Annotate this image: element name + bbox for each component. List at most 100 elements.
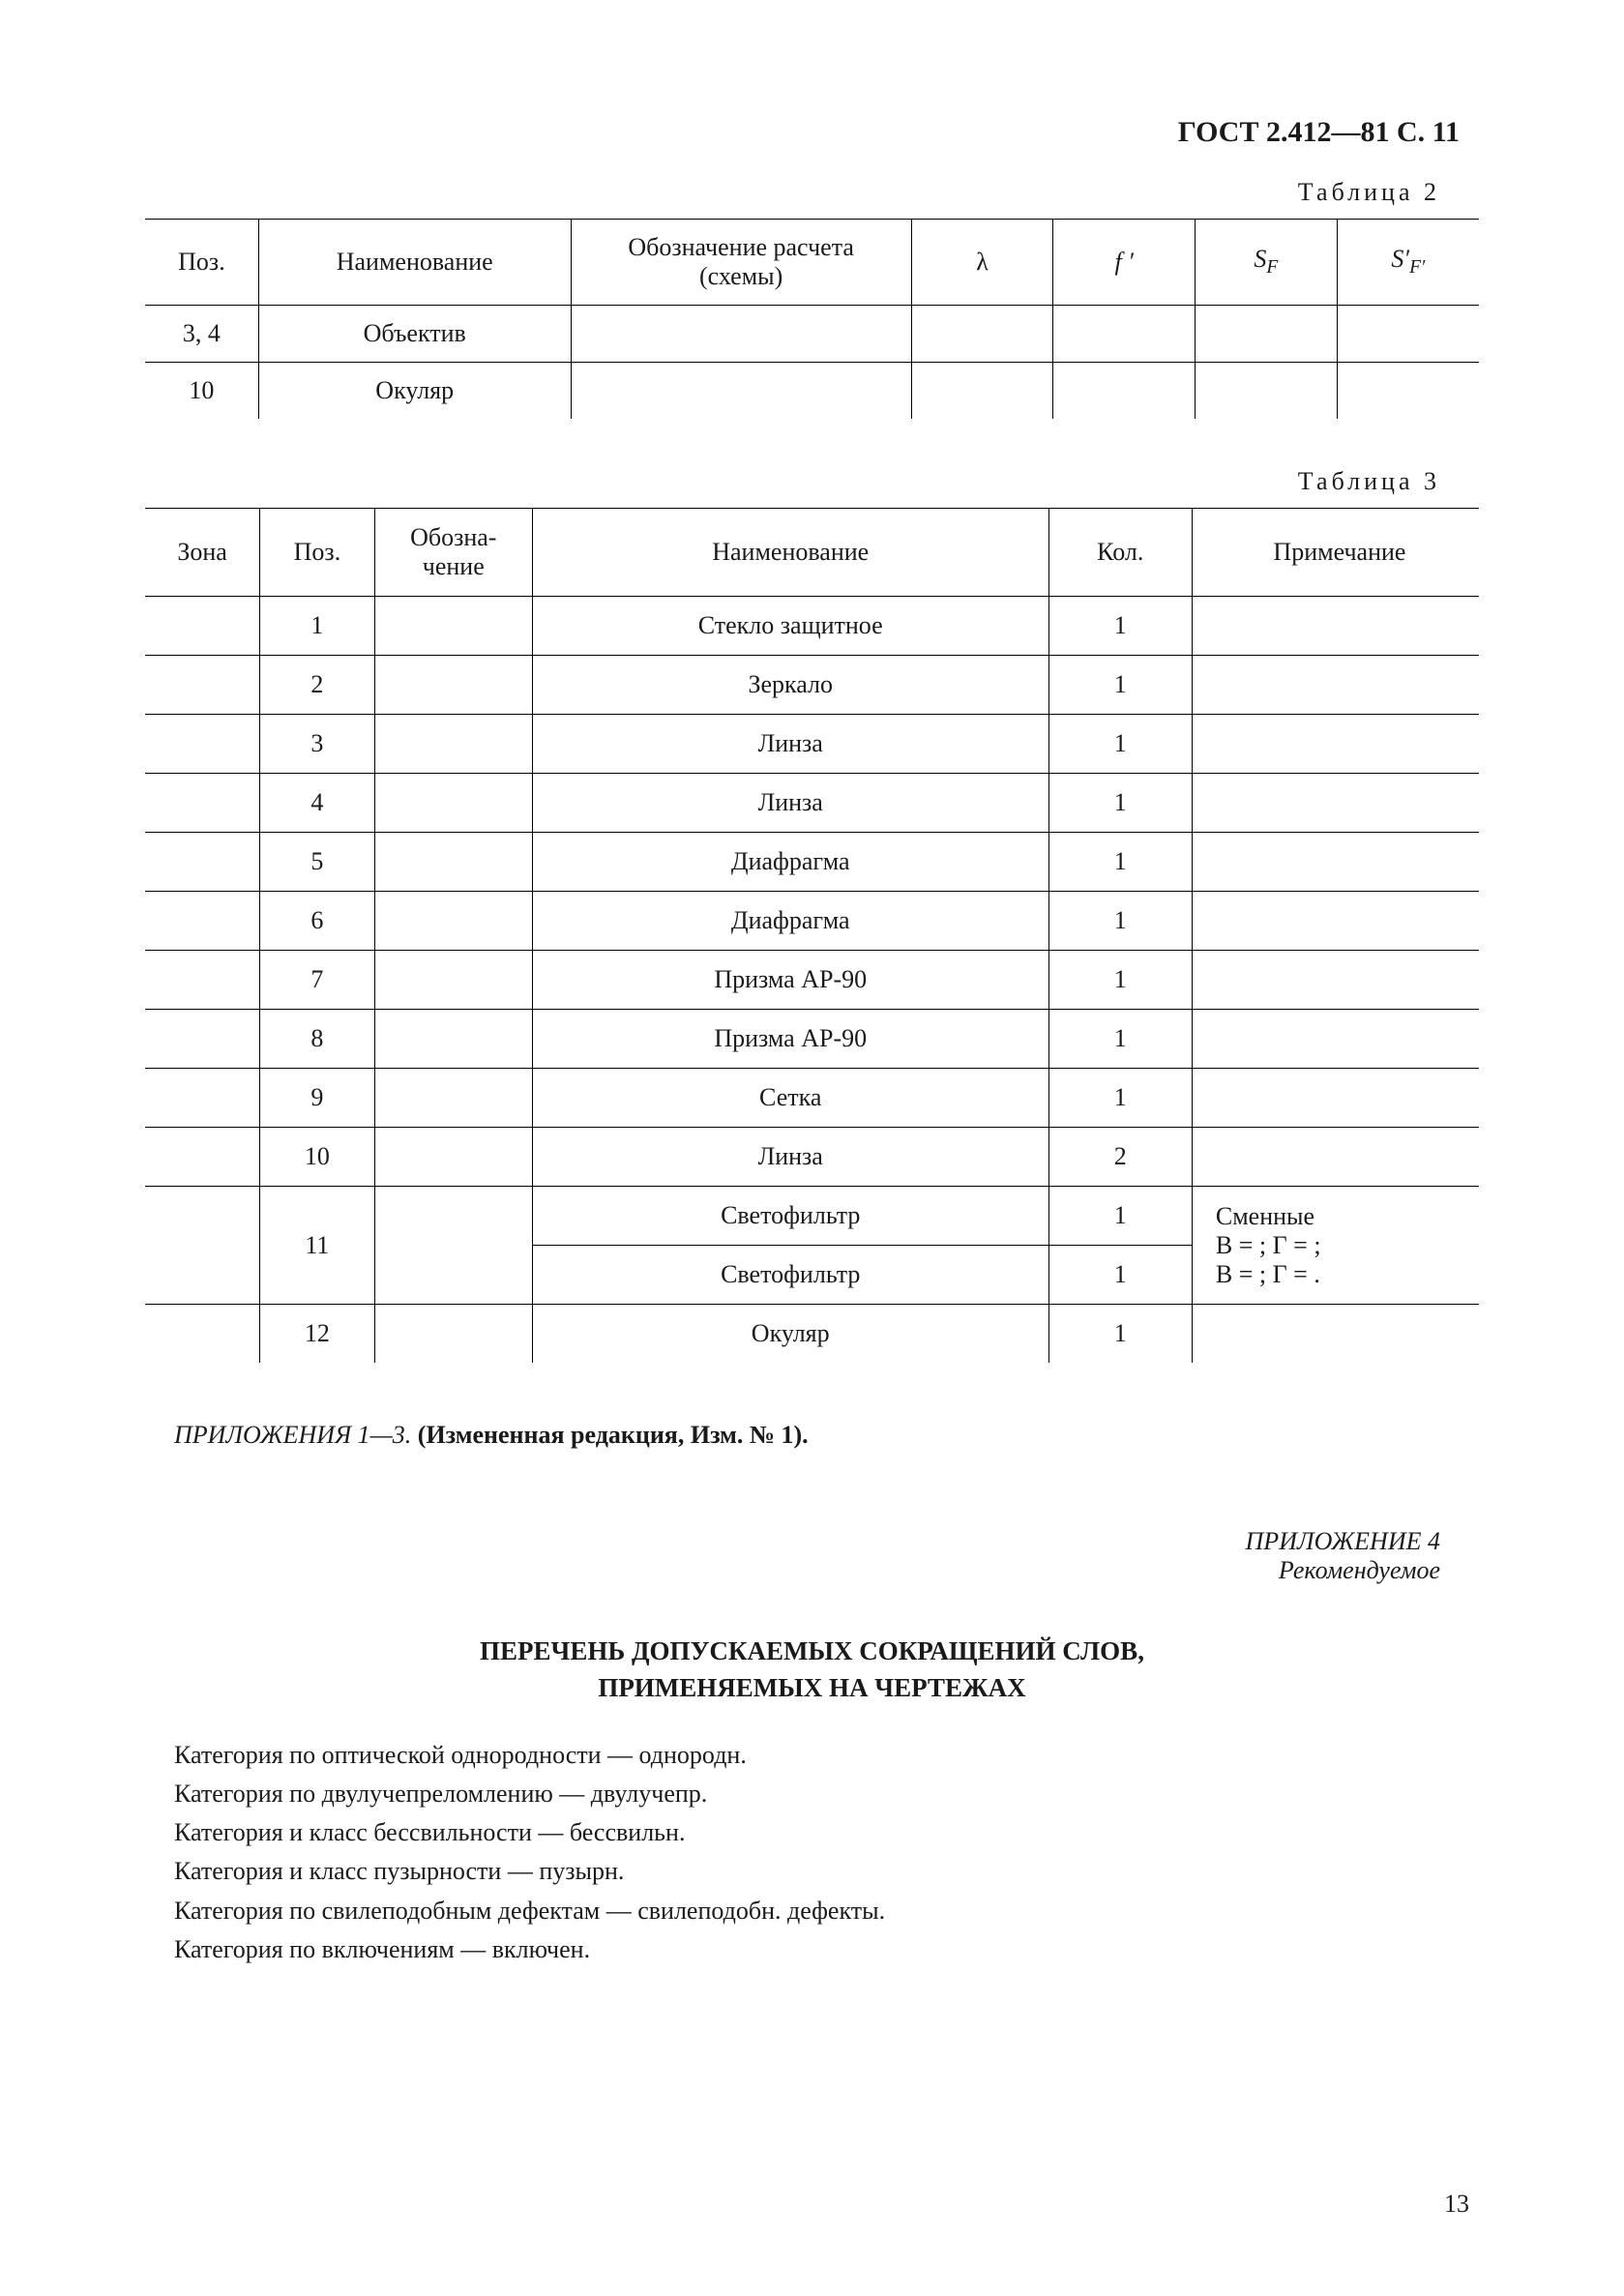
table2-cell-name: Объектив xyxy=(258,306,571,363)
table3-cell-name: Призма АР-90 xyxy=(532,1010,1048,1069)
table3-cell-designation xyxy=(374,656,532,715)
table3-cell-zone xyxy=(145,833,260,892)
table3-cell-qty: 1 xyxy=(1048,597,1192,656)
table3-cell-zone xyxy=(145,774,260,833)
appendix-4-heading: ПРИЛОЖЕНИЕ 4 Рекомендуемое xyxy=(145,1527,1440,1585)
table3-cell-name: Диафрагма xyxy=(532,833,1048,892)
table2-header-designation: Обозначение расчета (схемы) xyxy=(571,220,911,306)
table-row: 10 Окуляр xyxy=(145,363,1479,420)
table3-cell-designation xyxy=(374,1010,532,1069)
table3-cell-name: Диафрагма xyxy=(532,892,1048,951)
table-row: 6 Диафрагма 1 xyxy=(145,892,1479,951)
table-row: 11 Светофильтр 1 Сменные В = ; Г = ; В =… xyxy=(145,1187,1479,1246)
table3-cell-name: Линза xyxy=(532,715,1048,774)
table3-header-qty: Кол. xyxy=(1048,509,1192,597)
table-row: 12 Окуляр 1 xyxy=(145,1305,1479,1364)
table3-cell-note: Сменные В = ; Г = ; В = ; Г = . xyxy=(1192,1187,1479,1305)
table-row: 3 Линза 1 xyxy=(145,715,1479,774)
table2-cell-f xyxy=(1053,306,1196,363)
table2-header-sfp: S′F′ xyxy=(1337,220,1479,306)
table3-cell-pos: 5 xyxy=(260,833,375,892)
table-row: 7 Призма АР-90 1 xyxy=(145,951,1479,1010)
table3-header-designation: Обозна- чение xyxy=(374,509,532,597)
table3-cell-designation xyxy=(374,833,532,892)
table3-cell-name: Окуляр xyxy=(532,1305,1048,1364)
table2-cell-f xyxy=(1053,363,1196,420)
table3-cell-zone xyxy=(145,951,260,1010)
table3-cell-qty: 1 xyxy=(1048,892,1192,951)
table3-cell-pos: 11 xyxy=(260,1187,375,1305)
table3-cell-name: Призма АР-90 xyxy=(532,951,1048,1010)
list-item: Категория и класс пузырности — пузырн. xyxy=(174,1852,1479,1891)
table3-cell-note xyxy=(1192,774,1479,833)
table2-cell-designation xyxy=(571,306,911,363)
table-row: 2 Зеркало 1 xyxy=(145,656,1479,715)
table3-cell-zone xyxy=(145,1187,260,1305)
table2-header-lambda: λ xyxy=(911,220,1053,306)
table3-cell-pos: 9 xyxy=(260,1069,375,1128)
table3-caption: Таблица 3 xyxy=(145,467,1479,496)
table2-cell-sfp xyxy=(1337,306,1479,363)
table-row: 3, 4 Объектив xyxy=(145,306,1479,363)
table2-header-fprime: f ′ xyxy=(1053,220,1196,306)
table3-cell-designation xyxy=(374,597,532,656)
table3-cell-designation xyxy=(374,892,532,951)
table3-cell-pos: 3 xyxy=(260,715,375,774)
table3-cell-zone xyxy=(145,1305,260,1364)
table3-cell-zone xyxy=(145,1010,260,1069)
table3-cell-pos: 6 xyxy=(260,892,375,951)
table3-cell-zone xyxy=(145,1128,260,1187)
table3-cell-name: Зеркало xyxy=(532,656,1048,715)
table3-cell-qty: 1 xyxy=(1048,1305,1192,1364)
table3-cell-qty: 1 xyxy=(1048,951,1192,1010)
list-item: Категория по оптической однородности — о… xyxy=(174,1736,1479,1775)
table3-header-note: Примечание xyxy=(1192,509,1479,597)
table3-cell-note xyxy=(1192,656,1479,715)
table2-cell-sf xyxy=(1196,306,1338,363)
table3-cell-zone xyxy=(145,656,260,715)
list-item: Категория по двулучепреломлению — двулуч… xyxy=(174,1775,1479,1813)
table3-cell-pos: 7 xyxy=(260,951,375,1010)
table-row: 1 Стекло защитное 1 xyxy=(145,597,1479,656)
table2-header-name: Наименование xyxy=(258,220,571,306)
table3-cell-zone xyxy=(145,597,260,656)
table2-caption: Таблица 2 xyxy=(145,178,1479,207)
table3-cell-qty: 1 xyxy=(1048,1010,1192,1069)
table3-cell-note xyxy=(1192,1069,1479,1128)
table3-cell-qty: 1 xyxy=(1048,1187,1192,1246)
table3-cell-zone xyxy=(145,1069,260,1128)
table3-header-pos: Поз. xyxy=(260,509,375,597)
page-standard-heading: ГОСТ 2.412—81 С. 11 xyxy=(145,116,1479,149)
table3-cell-zone xyxy=(145,892,260,951)
table2-cell-sfp xyxy=(1337,363,1479,420)
table3-cell-qty: 1 xyxy=(1048,774,1192,833)
table3-cell-note xyxy=(1192,892,1479,951)
table3-cell-pos: 12 xyxy=(260,1305,375,1364)
table3-header-name: Наименование xyxy=(532,509,1048,597)
table-row: 5 Диафрагма 1 xyxy=(145,833,1479,892)
table3-cell-qty: 1 xyxy=(1048,1069,1192,1128)
table3-cell-designation xyxy=(374,1187,532,1305)
table2-header-row: Поз. Наименование Обозначение расчета (с… xyxy=(145,220,1479,306)
table2-cell-name: Окуляр xyxy=(258,363,571,420)
list-item: Категория по свилеподобным дефектам — св… xyxy=(174,1892,1479,1930)
table3-cell-name: Светофильтр xyxy=(532,1187,1048,1246)
table3-cell-zone xyxy=(145,715,260,774)
table3-cell-note xyxy=(1192,597,1479,656)
table3-cell-note xyxy=(1192,1010,1479,1069)
table2-cell-lambda xyxy=(911,363,1053,420)
table2-header-pos: Поз. xyxy=(145,220,258,306)
table3-header-zone: Зона xyxy=(145,509,260,597)
list-item: Категория по включениям — включен. xyxy=(174,1930,1479,1969)
table-row: 8 Призма АР-90 1 xyxy=(145,1010,1479,1069)
list-item: Категория и класс бессвильности — бессви… xyxy=(174,1813,1479,1852)
table3-cell-qty: 1 xyxy=(1048,833,1192,892)
table3-cell-pos: 1 xyxy=(260,597,375,656)
table3-header-row: Зона Поз. Обозна- чение Наименование Кол… xyxy=(145,509,1479,597)
section-heading-abbreviations: ПЕРЕЧЕНЬ ДОПУСКАЕМЫХ СОКРАЩЕНИЙ СЛОВ, ПР… xyxy=(145,1634,1479,1707)
abbreviation-list: Категория по оптической однородности — о… xyxy=(174,1736,1479,1970)
table3-cell-designation xyxy=(374,1305,532,1364)
table3-cell-name: Светофильтр xyxy=(532,1246,1048,1305)
table3-cell-note xyxy=(1192,833,1479,892)
appendix-1-3-note: ПРИЛОЖЕНИЯ 1—3. (Измененная редакция, Из… xyxy=(174,1421,1479,1450)
